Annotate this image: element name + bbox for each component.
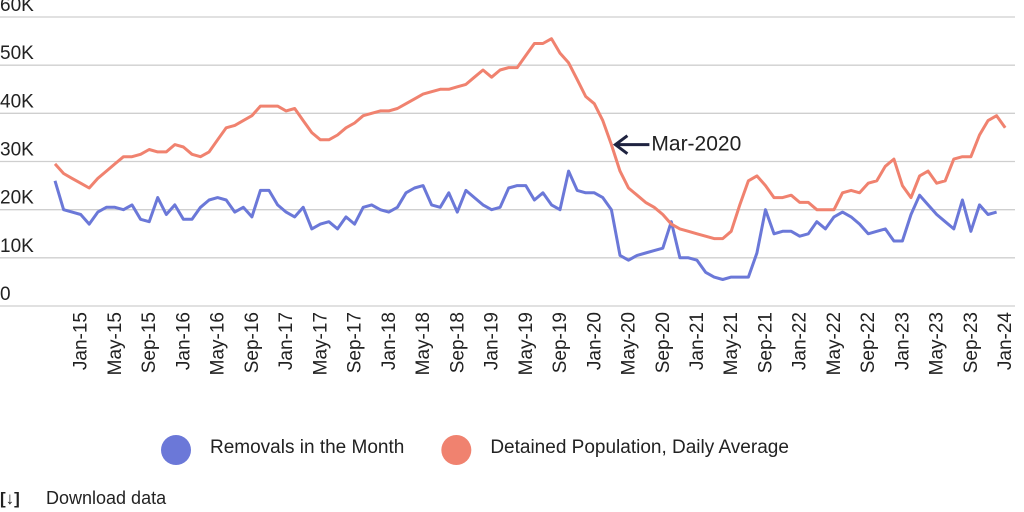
x-tick-label: Sep-18	[447, 312, 468, 373]
x-tick-label: Jan-19	[482, 312, 503, 370]
x-tick-label: Jan-21	[687, 312, 708, 370]
y-tick-label: 50K	[0, 43, 34, 64]
x-tick-label: May-16	[208, 312, 229, 375]
download-label[interactable]: Download data	[46, 488, 167, 508]
grid: 0 10K 20K 30K 40K 50K 60K	[0, 0, 1015, 307]
x-tick-label: May-15	[105, 312, 126, 375]
x-tick-label: May-21	[721, 312, 742, 375]
x-tick-label: Sep-21	[755, 312, 776, 373]
x-tick-label: Sep-22	[858, 312, 879, 373]
legend-marker	[161, 435, 191, 465]
legend-label: Removals in the Month	[210, 437, 404, 458]
x-tick-label: Jan-24	[995, 312, 1016, 371]
y-tick-label: 20K	[0, 188, 34, 209]
y-tick-label: 30K	[0, 140, 34, 161]
y-tick-label: 10K	[0, 236, 34, 257]
x-tick-label: Jan-17	[276, 312, 297, 370]
series-line	[53, 37, 1007, 241]
x-axis: Jan-15 May-15 Sep-15 Jan-16 May-16 Sep-16 Jan-…	[71, 312, 1016, 376]
lines	[53, 37, 1007, 281]
x-tick-label: Jan-18	[379, 312, 400, 370]
legend-label: Detained Population, Daily Average	[490, 437, 789, 458]
x-tick-label: Jan-16	[173, 312, 194, 370]
x-tick-label: Sep-19	[550, 312, 571, 373]
y-tick-label: 60K	[0, 0, 34, 16]
x-tick-label: May-18	[413, 312, 434, 375]
series-line	[53, 169, 998, 281]
legend-marker	[441, 435, 472, 465]
x-tick-label: Sep-23	[961, 312, 982, 373]
download-icon[interactable]: [↓]	[0, 489, 20, 508]
x-tick-label: Jan-23	[892, 312, 913, 370]
x-tick-label: May-19	[516, 312, 537, 375]
x-tick-label: May-20	[619, 312, 640, 375]
x-tick-label: Sep-17	[345, 312, 366, 373]
y-tick-label: 40K	[0, 91, 34, 112]
x-tick-label: Sep-20	[653, 312, 674, 373]
y-tick-label: 0	[0, 284, 11, 305]
x-tick-label: May-17	[310, 312, 331, 375]
annotation-arrow	[612, 134, 650, 155]
x-tick-label: Sep-15	[139, 312, 160, 373]
x-tick-label: May-23	[927, 312, 948, 375]
x-tick-label: Jan-20	[584, 312, 605, 370]
annotation: Mar-2020	[612, 133, 741, 156]
x-tick-label: Sep-16	[242, 312, 263, 373]
x-tick-label: May-22	[824, 312, 845, 375]
download[interactable]: [↓] Download data	[0, 488, 167, 508]
legend: Removals in the Month Detained Population…	[161, 435, 789, 465]
x-tick-label: Jan-15	[71, 312, 92, 370]
annotation-text: Mar-2020	[651, 133, 741, 156]
x-tick-label: Jan-22	[790, 312, 811, 370]
